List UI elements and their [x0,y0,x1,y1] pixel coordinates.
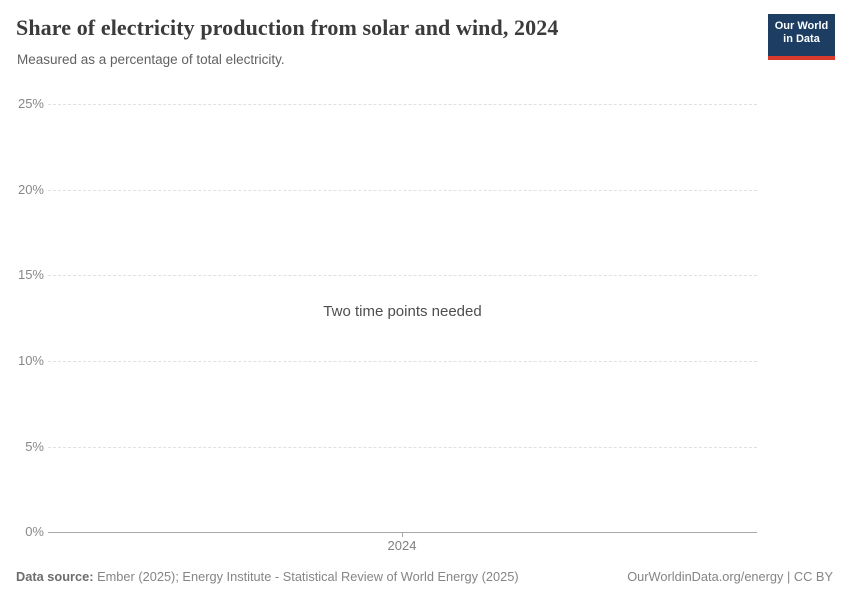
no-data-message: Two time points needed [323,303,482,320]
owid-logo[interactable]: Our World in Data [768,14,835,60]
chart-title: Share of electricity production from sol… [16,15,559,40]
y-tick-label-0: 0% [25,524,44,539]
gridline-5 [48,447,757,448]
chart-subtitle: Measured as a percentage of total electr… [17,52,285,67]
attribution-note: OurWorldinData.org/energy | CC BY [627,569,833,584]
y-tick-label-5: 5% [25,439,44,454]
gridline-20 [48,190,757,191]
gridline-15 [48,275,757,276]
owid-logo-line1: Our World [774,20,829,32]
data-source-text: Ember (2025); Energy Institute - Statist… [93,569,519,584]
gridline-25 [48,104,757,105]
x-tick-mark-2024 [402,532,403,537]
y-tick-label-10: 10% [17,353,44,368]
y-tick-label-15: 15% [17,267,44,282]
data-source-note: Data source: Ember (2025); Energy Instit… [16,569,519,584]
owid-logo-line2: in Data [783,33,820,45]
y-tick-label-20: 20% [17,182,44,197]
x-tick-label-2024: 2024 [387,538,417,553]
gridline-10 [48,361,757,362]
data-source-label: Data source: [16,569,94,584]
y-tick-label-25: 25% [17,96,44,111]
